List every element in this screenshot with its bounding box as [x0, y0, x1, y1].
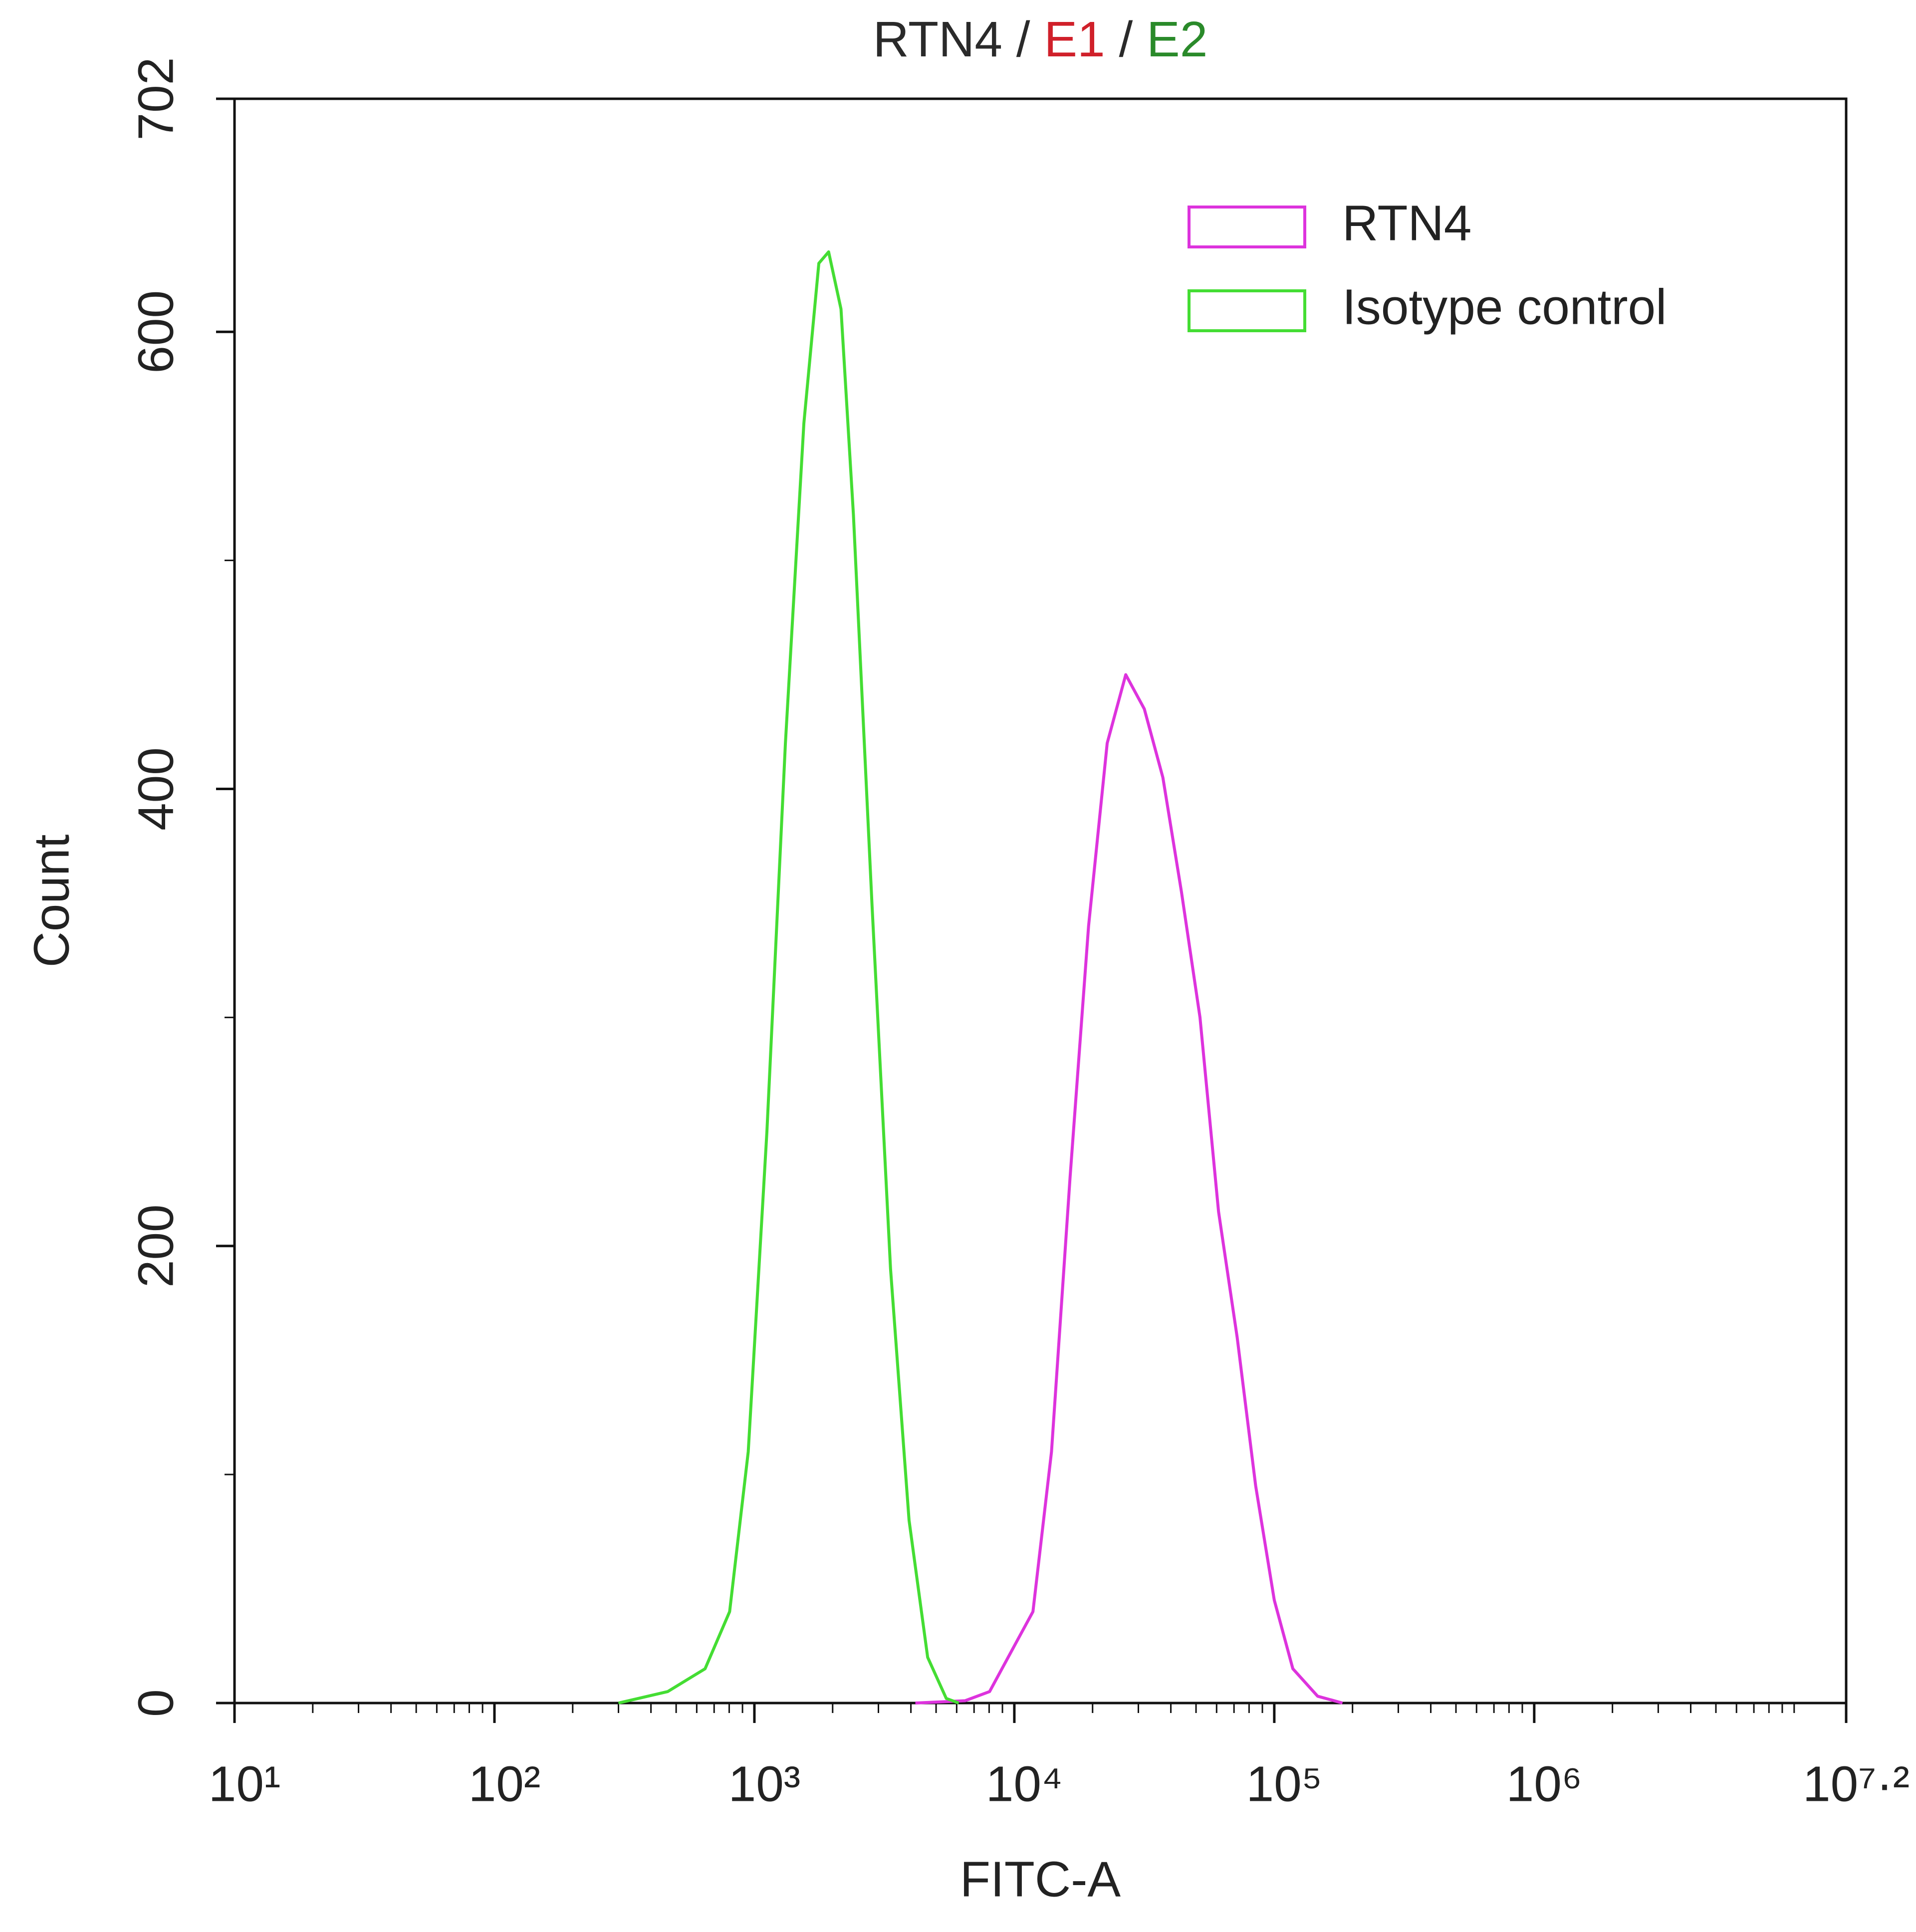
x-tick-label: 10⁷·² — [1803, 1756, 1910, 1812]
x-tick-label: 10³ — [728, 1756, 801, 1812]
x-tick-label: 10⁴ — [986, 1756, 1063, 1812]
y-tick-label: 400 — [128, 747, 184, 831]
x-tick-label: 10⁵ — [1246, 1756, 1323, 1812]
title-part: / — [1002, 11, 1044, 67]
y-tick-label: 200 — [128, 1204, 184, 1288]
x-tick-label: 10¹ — [209, 1756, 281, 1812]
series-line — [915, 673, 1343, 1705]
title-part: E1 — [1044, 11, 1105, 67]
y-tick-label: 600 — [128, 290, 184, 374]
legend-label: Isotype control — [1342, 279, 1667, 335]
x-axis-label: FITC-A — [960, 1851, 1121, 1907]
legend-swatch — [1188, 289, 1306, 332]
y-tick-label: 0 — [128, 1689, 184, 1717]
chart-title: RTN4 / E1 / E2 — [873, 11, 1208, 67]
series-line — [618, 250, 959, 1705]
plot-frame — [233, 97, 1848, 1705]
x-tick-label: 10² — [469, 1756, 541, 1812]
title-part: RTN4 — [873, 11, 1002, 67]
x-tick-label: 10⁶ — [1506, 1756, 1582, 1812]
title-part: / — [1105, 11, 1147, 67]
legend-swatch — [1188, 206, 1306, 248]
y-axis-label: Count — [23, 834, 79, 967]
legend-label: RTN4 — [1342, 195, 1471, 251]
title-part: E2 — [1147, 11, 1207, 67]
y-tick-label: 702 — [128, 57, 184, 141]
